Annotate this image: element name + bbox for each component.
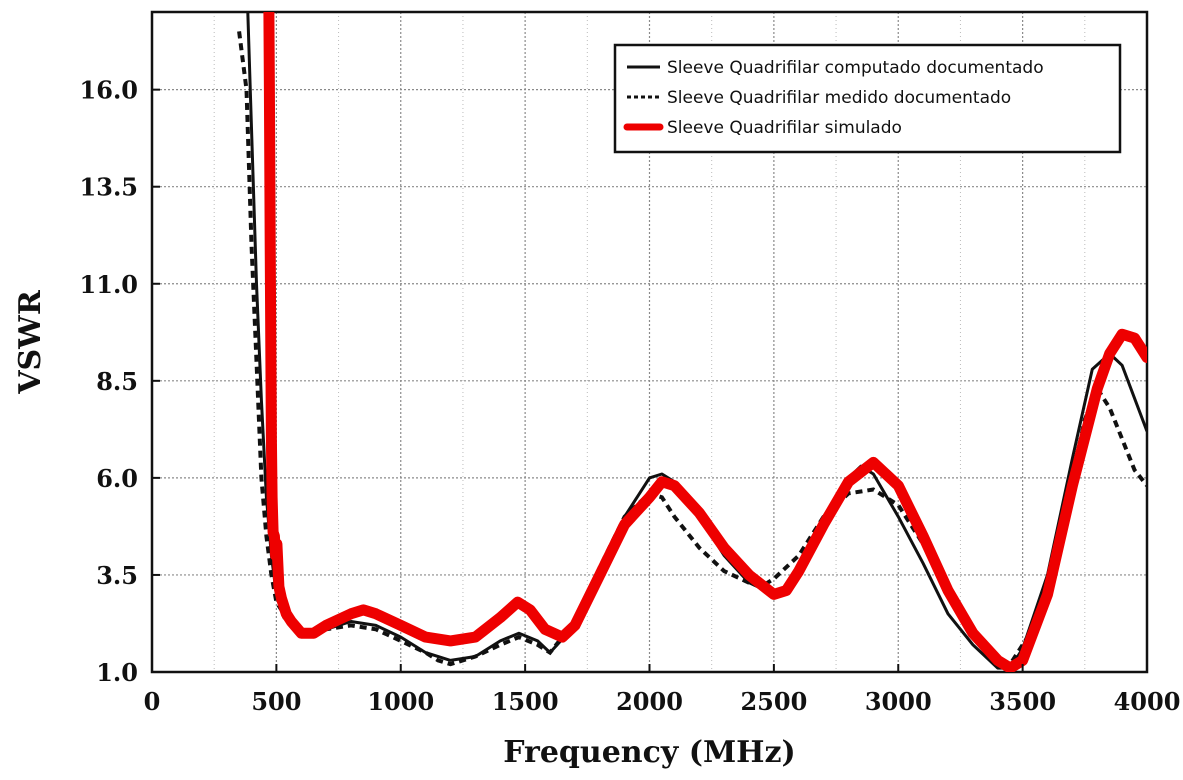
series-simulated-line [263, 12, 1147, 672]
y-tick-label: 11.0 [80, 270, 138, 299]
x-tick-labels: 0 500 1000 1500 2000 2500 3000 3500 4000 [144, 664, 1181, 716]
x-tick-label: 4000 [1114, 687, 1181, 716]
legend-label-computed: Sleeve Quadrifilar computado documentado [667, 58, 1044, 78]
y-tick-label: 16.0 [80, 76, 138, 105]
legend-box [613, 43, 1122, 154]
legend: Sleeve Quadrifilar computado documentado… [613, 43, 1122, 154]
legend-label-measured: Sleeve Quadrifilar medido documentado [667, 88, 1011, 108]
x-tick-label: 0 [144, 687, 161, 716]
x-axis-label: Frequency (MHz) [503, 735, 795, 770]
x-tick-label: 3000 [865, 687, 932, 716]
x-tick-label: 3500 [989, 687, 1056, 716]
legend-label-simulated: Sleeve Quadrifilar simulado [667, 118, 902, 138]
y-tick-label: 8.5 [96, 367, 138, 396]
x-tick-label: 1500 [492, 687, 559, 716]
y-tick-label: 3.5 [96, 561, 138, 590]
y-tick-label: 13.5 [80, 173, 138, 202]
series-layer [237, 12, 1147, 672]
y-tick-label: 6.0 [96, 464, 138, 493]
y-axis-label: VSWR [13, 289, 48, 395]
y-tick-label: 1.0 [96, 658, 138, 687]
x-tick-label: 500 [251, 687, 301, 716]
x-tick-label: 1000 [367, 687, 434, 716]
x-tick-label: 2000 [616, 687, 683, 716]
y-tick-labels: 1.0 3.5 6.0 8.5 11.0 13.5 16.0 [80, 76, 160, 687]
x-tick-label: 2500 [740, 687, 807, 716]
